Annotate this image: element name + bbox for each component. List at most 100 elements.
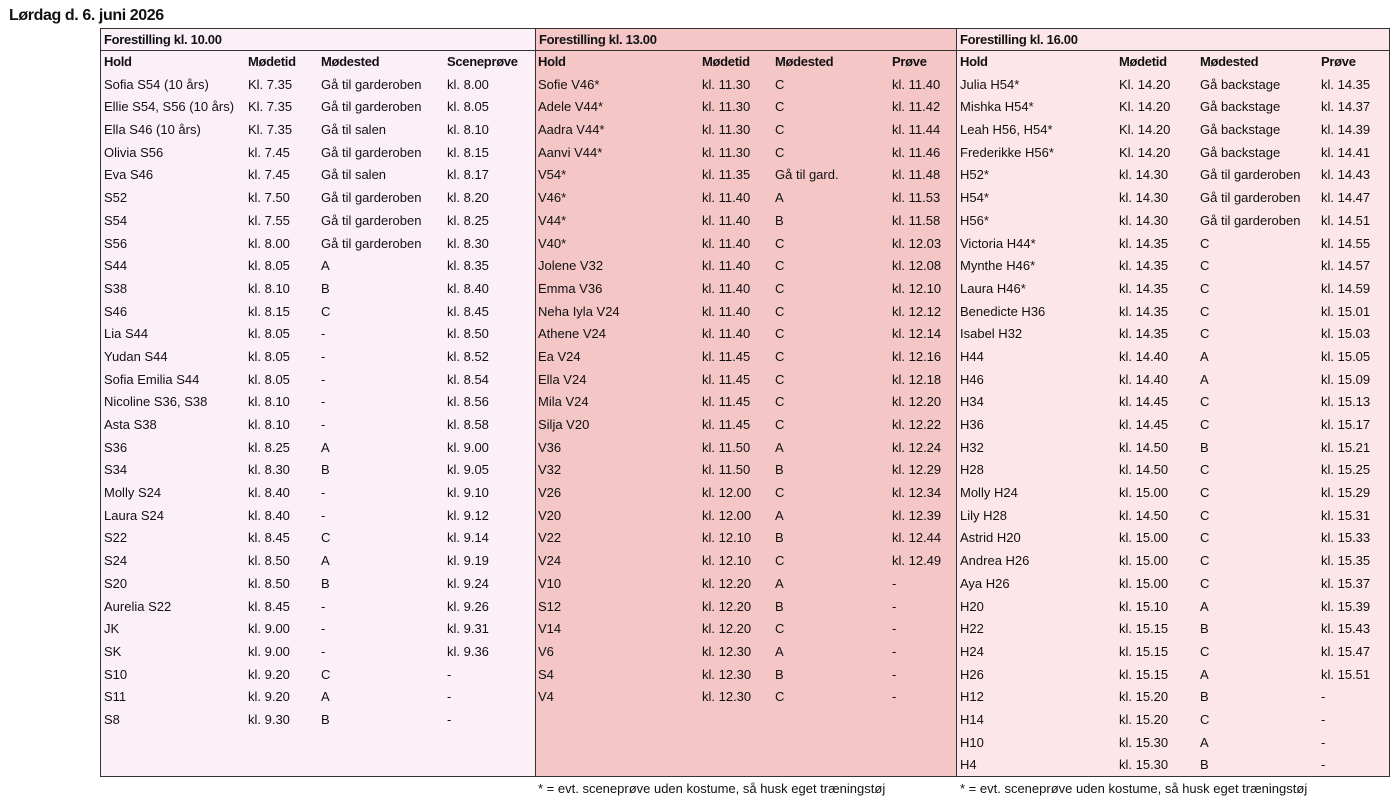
cell-team: H52* [960,167,989,183]
block-title: Forestilling kl. 16.00 [957,29,1389,51]
cell-rehearsal: kl. 12.08 [892,258,942,274]
table-row: S10 kl. 9.20 C - [101,664,535,687]
column-header-row: Hold Mødetid Mødested Prøve [957,51,1389,74]
cell-rehearsal: kl. 8.05 [447,99,489,115]
cell-meeting-place: C [1200,417,1210,432]
cell-team: S24 [104,553,128,569]
table-row: H54* kl. 14.30 Gå til garderoben kl. 14.47 [957,187,1389,210]
cell-team: Molly H24 [960,485,1018,501]
cell-meeting-time: kl. 15.00 [1119,530,1169,546]
cell-meeting-time: kl. 14.30 [1119,167,1169,183]
cell-meeting-place: C [775,371,785,387]
cell-team: S11 [104,689,127,705]
cell-meeting-place: C [775,553,785,569]
cell-team: Leah H56, H54* [960,122,1053,138]
table-row: H56* kl. 14.30 Gå til garderoben kl. 14.51 [957,210,1389,233]
table-row: H12 kl. 15.20 B - [957,686,1389,709]
cell-meeting-time: kl. 11.30 [702,76,751,92]
block-title: Forestilling kl. 13.00 [536,29,956,51]
cell-meeting-place: B [321,575,330,591]
cell-meeting-place: A [775,439,784,455]
cell-meeting-time: kl. 11.45 [702,371,751,387]
cell-meeting-place: A [1200,734,1209,750]
cell-meeting-time: kl. 14.35 [1119,258,1169,274]
table-row: Eva S46 kl. 7.45 Gå til salen kl. 8.17 [101,164,535,187]
table-row: S4 kl. 12.30 B - [536,664,956,687]
cell-meeting-time: kl. 8.10 [248,280,290,296]
cell-meeting-place: C [1200,394,1210,410]
cell-meeting-place: - [321,621,326,637]
cell-meeting-time: kl. 14.30 [1119,190,1169,206]
cell-meeting-time: kl. 11.45 [702,348,751,364]
cell-team: S44 [104,258,128,274]
cell-rehearsal: kl. 12.10 [892,280,942,296]
cell-meeting-time: kl. 12.10 [702,553,752,569]
cell-meeting-place: - [321,394,326,410]
cell-meeting-place: B [321,711,330,727]
cell-meeting-time: kl. 7.50 [248,190,290,206]
cell-team: Julia H54* [960,76,1020,92]
cell-meeting-place: C [775,258,785,274]
cell-meeting-time: kl. 14.30 [1119,212,1169,228]
cell-meeting-place: A [775,507,784,523]
cell-team: H46 [960,371,984,387]
cell-meeting-time: kl. 15.00 [1119,485,1169,501]
table-row: H52* kl. 14.30 Gå til garderoben kl. 14.43 [957,164,1389,187]
cell-meeting-place: C [1200,575,1210,591]
cell-meeting-place: C [775,76,785,92]
cell-meeting-time: kl. 8.40 [248,507,290,523]
cell-rehearsal: kl. 12.34 [892,485,942,501]
cell-rehearsal: - [447,711,452,727]
cell-meeting-time: kl. 8.05 [248,371,290,387]
cell-meeting-time: kl. 12.30 [702,666,752,682]
cell-meeting-place: C [775,394,785,410]
cell-team: H26 [960,666,984,682]
cell-team: Laura S24 [104,507,164,523]
cell-meeting-time: kl. 11.30 [702,99,751,115]
cell-rehearsal: kl. 14.41 [1321,144,1371,160]
cell-team: Olivia S56 [104,144,164,160]
cell-meeting-time: Kl. 14.20 [1119,122,1171,138]
cell-meeting-time: kl. 14.35 [1119,303,1169,319]
cell-meeting-place: - [321,507,326,523]
cell-rehearsal: kl. 8.50 [447,326,489,342]
cell-meeting-time: kl. 8.00 [248,235,290,251]
cell-rehearsal: kl. 8.10 [447,122,489,138]
cell-team: Aanvi V44* [538,144,603,160]
header-meeting-place: Mødested [775,54,834,69]
cell-rehearsal: kl. 12.44 [892,530,942,546]
cell-team: Ea V24 [538,348,581,364]
cell-meeting-time: kl. 11.40 [702,303,751,319]
table-row: Sofia Emilia S44 kl. 8.05 - kl. 8.54 [101,369,535,392]
cell-meeting-time: kl. 9.00 [248,643,290,659]
cell-meeting-time: kl. 12.20 [702,575,752,591]
cell-meeting-place: C [1200,326,1210,342]
cell-meeting-time: kl. 15.00 [1119,575,1169,591]
cell-team: S20 [104,575,128,591]
cell-rehearsal: kl. 15.09 [1321,371,1371,387]
cell-meeting-place: A [321,689,330,705]
cell-team: H24 [960,643,984,659]
table-row: Molly S24 kl. 8.40 - kl. 9.10 [101,482,535,505]
header-meeting-time: Mødetid [702,54,750,69]
cell-rehearsal: kl. 8.30 [447,235,489,251]
page-title: Lørdag d. 6. juni 2026 [9,7,164,24]
cell-meeting-time: kl. 11.40 [702,235,751,251]
cell-meeting-place: C [1200,280,1210,296]
performance-block-1000: Forestilling kl. 10.00 Hold Mødetid Mødeste… [101,29,536,776]
cell-meeting-place: C [775,303,785,319]
cell-meeting-time: kl. 8.45 [248,530,290,546]
cell-rehearsal: kl. 11.58 [892,212,941,228]
cell-meeting-time: kl. 15.15 [1119,643,1169,659]
